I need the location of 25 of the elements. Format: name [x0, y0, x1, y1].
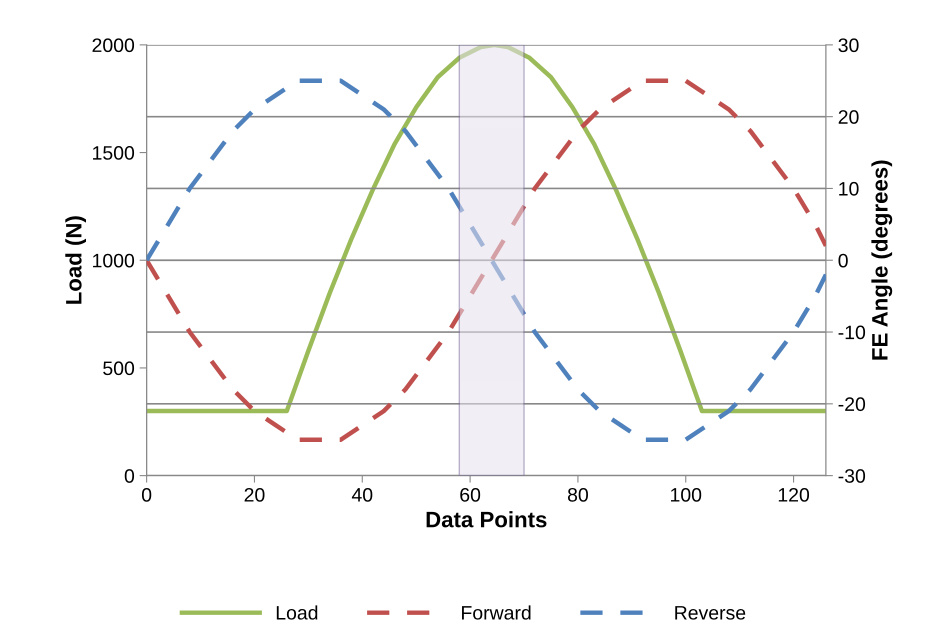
x-tick-label: 0	[142, 488, 152, 502]
y2-tick-label: 20	[838, 110, 859, 124]
y2-tick-label: 0	[838, 254, 848, 268]
y2-tick-label: 30	[838, 38, 859, 52]
x-tick-label: 100	[671, 488, 702, 502]
y-tick-label: 1000	[93, 254, 134, 268]
y-tick-label: 2000	[92, 38, 134, 52]
y-tick-label: 0	[124, 469, 134, 483]
y2-tick-label: 10	[839, 182, 859, 196]
x-tick-label: 20	[244, 488, 265, 502]
y2-tick-label: -20	[838, 397, 866, 412]
x-tick-label: 60	[460, 488, 480, 502]
y-tick-label: 1500	[93, 146, 134, 160]
x-tick-label: 80	[568, 488, 588, 502]
legend-label: Forward	[462, 605, 530, 620]
y2-tick-label: -30	[838, 469, 866, 483]
y2-tick-label: -10	[838, 326, 866, 340]
x-tick-label: 40	[352, 488, 372, 502]
x-tick-label: 120	[778, 488, 810, 502]
y-axis-title: Load (N)	[65, 216, 86, 304]
legend-label: Reverse	[675, 606, 746, 620]
x-axis-title: Data Points	[426, 511, 546, 528]
y-tick-label: 500	[103, 361, 134, 376]
legend-label: Load	[276, 605, 318, 620]
y2-axis-title: FE Angle (degrees)	[871, 160, 892, 360]
